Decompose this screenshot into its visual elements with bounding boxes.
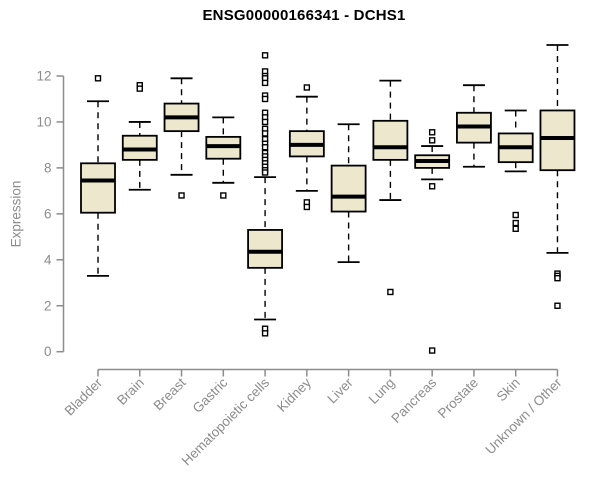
- y-tick-label: 4: [44, 252, 52, 267]
- outlier-point: [261, 52, 269, 59]
- x-tick-label: Kidney: [274, 375, 314, 415]
- iqr-box: [247, 229, 283, 269]
- x-tick-label: Lung: [366, 375, 398, 407]
- y-tick-label: 10: [36, 114, 51, 129]
- outlier-point: [428, 347, 436, 354]
- outlier-point: [428, 183, 436, 190]
- x-tick-label: Prostate: [435, 375, 481, 421]
- iqr-box: [330, 164, 367, 213]
- x-tick-label: Brain: [114, 375, 147, 408]
- y-tick-label: 6: [44, 206, 52, 221]
- y-tick-label: 0: [44, 344, 52, 359]
- outlier-point: [94, 75, 102, 82]
- x-tick-label: Unknown / Other: [482, 375, 565, 458]
- outlier-point: [261, 130, 269, 137]
- x-tick-label: Bladder: [62, 375, 106, 419]
- outlier-point: [512, 211, 519, 219]
- outlier-point: [261, 79, 269, 87]
- x-tick-label: Breast: [150, 375, 188, 413]
- outlier-point: [428, 137, 436, 144]
- outlier-point: [303, 203, 311, 211]
- outlier-point: [261, 144, 269, 151]
- outlier-point: [512, 225, 519, 232]
- outlier-point: [136, 85, 143, 92]
- outlier-point: [261, 330, 269, 337]
- outlier-point: [303, 84, 311, 91]
- x-tick-label: Liver: [324, 375, 356, 407]
- chart-title: ENSG00000166341 - DCHS1: [202, 7, 406, 24]
- outlier-point: [261, 118, 269, 126]
- x-tick-label: Pancreas: [388, 375, 439, 426]
- outlier-point: [554, 302, 561, 309]
- iqr-box: [539, 109, 576, 172]
- outlier-point: [178, 192, 185, 199]
- y-tick-label: 2: [44, 298, 52, 313]
- iqr-box: [80, 162, 116, 214]
- y-tick-label: 8: [44, 160, 52, 175]
- outlier-point: [512, 219, 519, 227]
- outlier-point: [428, 129, 436, 136]
- outlier-point: [261, 169, 269, 176]
- outlier-point: [387, 288, 394, 296]
- iqr-box: [372, 119, 409, 161]
- outlier-point: [261, 95, 269, 103]
- x-tick-label: Skin: [494, 375, 523, 404]
- outlier-point: [220, 192, 227, 199]
- x-tick-label: Gastric: [190, 375, 231, 416]
- y-tick-label: 12: [36, 69, 51, 84]
- outlier-point: [554, 274, 561, 282]
